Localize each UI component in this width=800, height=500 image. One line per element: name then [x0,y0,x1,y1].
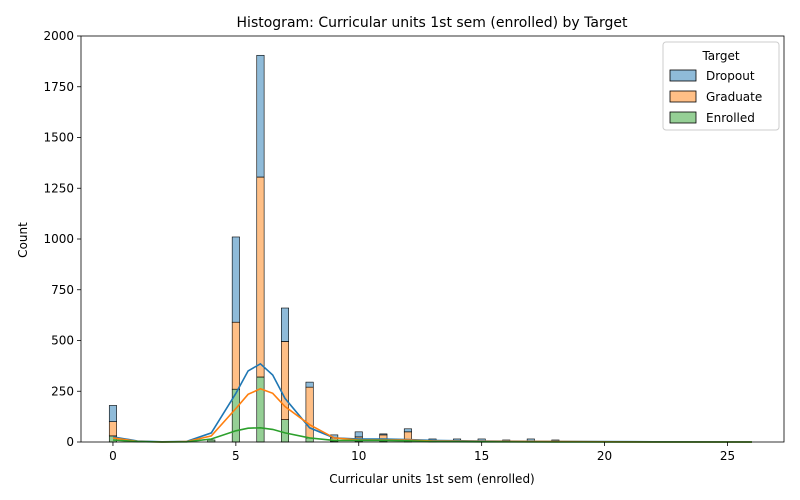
legend-swatch-dropout [669,69,697,82]
y-tick-label-500: 500 [51,334,74,348]
legend-label-graduate: Graduate [706,90,762,104]
y-tick-label-1750: 1750 [43,80,74,94]
x-tick-label-15: 15 [474,449,489,463]
legend-swatch-graduate [669,90,697,103]
bar-dropout-7 [354,431,363,438]
bar-dropout-2 [231,236,240,323]
legend-title: Target [701,49,739,63]
legend: Target Dropout Graduate Enrolled [662,41,780,131]
bar-dropout-4 [281,307,290,342]
bar-graduate-2 [231,321,240,390]
x-axis-label: Curricular units 1st sem (enrolled) [329,472,535,486]
bar-dropout-8 [379,433,388,436]
y-tick-label-750: 750 [51,283,74,297]
y-axis-label: Count [16,222,30,258]
bar-graduate-3 [256,176,265,378]
bar-enrolled-3 [256,376,265,443]
legend-swatch-enrolled [669,111,697,124]
y-tick-label-250: 250 [51,384,74,398]
x-tick-label-0: 0 [109,449,117,463]
y-tick-label-1500: 1500 [43,131,74,145]
legend-label-enrolled: Enrolled [706,111,755,125]
y-tick-label-1000: 1000 [43,232,74,246]
x-tick-label-20: 20 [597,449,612,463]
bar-graduate-5 [305,386,314,439]
chart-title: Histogram: Curricular units 1st sem (enr… [237,15,628,31]
bar-dropout-5 [305,381,314,388]
legend-frame [662,41,780,131]
bar-enrolled-4 [281,419,290,443]
y-tick-label-2000: 2000 [43,29,74,43]
bar-graduate-0 [108,421,117,437]
bar-dropout-0 [108,405,117,422]
bar-dropout-3 [256,54,265,178]
legend-label-dropout: Dropout [706,69,755,83]
kde-line-dropout [112,362,753,443]
x-tick-label-10: 10 [351,449,366,463]
x-tick-label-25: 25 [720,449,735,463]
y-tick-label-1250: 1250 [43,181,74,195]
y-tick-label-0: 0 [66,435,74,449]
bar-dropout-9 [403,428,412,433]
x-tick-label-5: 5 [232,449,240,463]
